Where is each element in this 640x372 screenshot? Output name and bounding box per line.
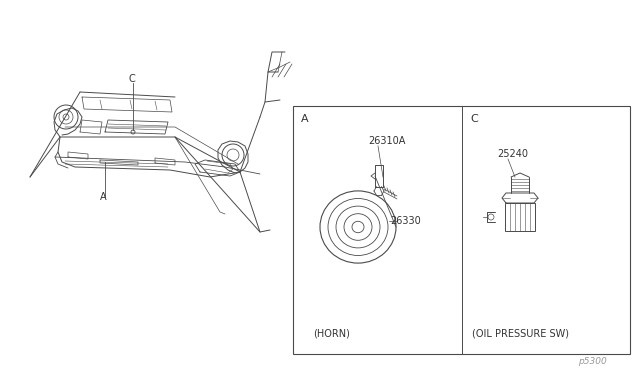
Bar: [505, 203, 535, 231]
Text: A: A: [301, 114, 308, 124]
Text: C: C: [470, 114, 477, 124]
Text: (OIL PRESSURE SW): (OIL PRESSURE SW): [472, 328, 569, 338]
Text: (HORN): (HORN): [313, 328, 350, 338]
Text: 26330: 26330: [390, 216, 420, 226]
Text: 25240: 25240: [497, 149, 528, 159]
Bar: [293, 106, 630, 354]
Text: p5300: p5300: [578, 357, 607, 366]
Text: C: C: [128, 74, 135, 84]
Text: A: A: [100, 192, 107, 202]
Text: 26310A: 26310A: [368, 136, 405, 146]
